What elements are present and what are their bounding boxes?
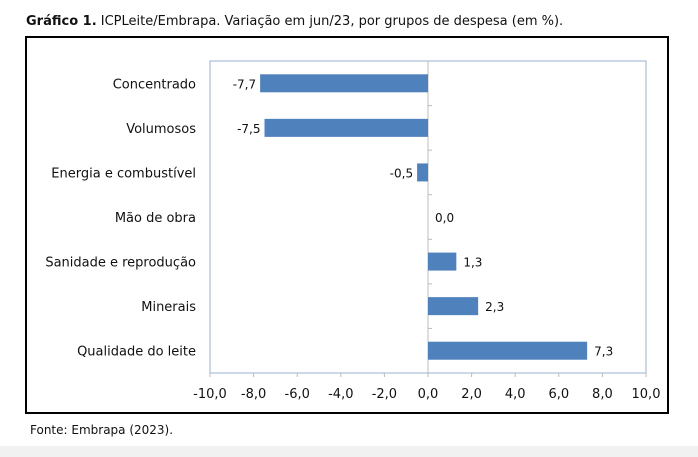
category-label: Concentrado xyxy=(113,77,196,92)
x-tick-label: -8,0 xyxy=(241,387,266,402)
bar xyxy=(417,163,428,182)
chart-frame xyxy=(25,36,669,414)
bar xyxy=(260,74,428,93)
bar xyxy=(428,341,588,360)
category-label: Qualidade do leite xyxy=(77,345,196,360)
x-tick-label: 4,0 xyxy=(505,387,526,402)
x-tick-label: 6,0 xyxy=(548,387,569,402)
data-label: 1,3 xyxy=(463,256,482,270)
category-label: Volumosos xyxy=(126,122,196,137)
data-label: 7,3 xyxy=(594,345,613,359)
category-label: Sanidade e reprodução xyxy=(45,256,196,271)
x-tick-label: -4,0 xyxy=(328,387,353,402)
x-tick-label: 2,0 xyxy=(461,387,482,402)
x-tick-label: 10,0 xyxy=(632,387,661,402)
x-tick-label: -2,0 xyxy=(372,387,397,402)
category-label: Energia e combustível xyxy=(51,166,196,181)
data-label: -7,7 xyxy=(233,77,256,91)
data-label: -0,5 xyxy=(390,166,413,180)
figure-caption: Gráfico 1. ICPLeite/Embrapa. Variação em… xyxy=(26,14,563,29)
data-label: -7,5 xyxy=(237,122,260,136)
bar xyxy=(428,297,479,316)
page-bottom-strip xyxy=(0,446,698,457)
x-tick-label: 0,0 xyxy=(418,387,439,402)
data-label: 0,0 xyxy=(435,211,454,225)
caption-text: ICPLeite/Embrapa. Variação em jun/23, po… xyxy=(96,14,564,29)
x-tick-label: -6,0 xyxy=(285,387,310,402)
x-tick-label: -10,0 xyxy=(193,387,227,402)
x-tick-label: 8,0 xyxy=(592,387,613,402)
source-note: Fonte: Embrapa (2023). xyxy=(30,423,174,437)
bar xyxy=(264,118,428,137)
category-label: Mão de obra xyxy=(115,211,196,226)
caption-label: Gráfico 1. xyxy=(26,14,97,29)
bar xyxy=(428,252,457,271)
data-label: 2,3 xyxy=(485,300,504,314)
category-label: Minerais xyxy=(141,300,196,315)
